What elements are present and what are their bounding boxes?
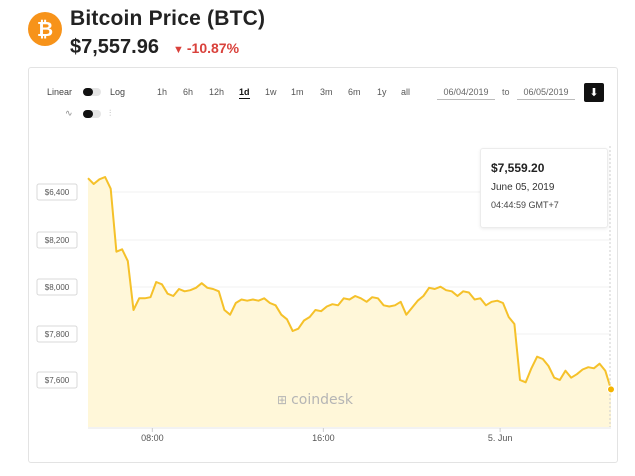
chart-card: Linear Log 1h 6h 12h 1d 1w 1m 3m 6m 1y all to ⬇ ∿… <box>28 67 618 463</box>
price-chart[interactable]: $6,400 $8,200 $8,000 $7,800 $7,600 08:00 16:00… <box>29 130 617 460</box>
y-tick-box <box>36 231 78 249</box>
x-tick-label: 5. Jun <box>488 433 513 443</box>
hover-point <box>607 385 615 394</box>
chart-toolbar: Linear Log 1h 6h 12h 1d 1w 1m 3m 6m 1y all to ⬇ ∿… <box>29 68 617 126</box>
y-tick-label: $8,000 <box>45 283 70 292</box>
tooltip-price: $7,559.20 <box>491 161 545 175</box>
line-chart-icon[interactable]: ∿ <box>65 108 73 118</box>
coin-ticker: (BTC) <box>207 7 266 30</box>
y-tick-label: $6,400 <box>45 188 70 197</box>
range-button-1h[interactable]: 1h <box>157 87 168 97</box>
y-tick-label: $8,200 <box>45 236 70 245</box>
y-tick-box <box>36 278 78 296</box>
x-tick-label: 08:00 <box>141 433 164 443</box>
range-button-1y[interactable]: 1y <box>377 87 387 97</box>
download-button[interactable]: ⬇ <box>584 83 604 102</box>
coindesk-logo-icon: ⊞ <box>277 393 288 407</box>
current-price: $7,557.96 <box>70 36 159 58</box>
range-button-6m[interactable]: 6m <box>348 87 361 97</box>
tooltip-date: June 05, 2019 <box>491 182 555 193</box>
log-scale-label: Log <box>110 87 126 97</box>
range-button-3m[interactable]: 3m <box>320 87 333 97</box>
scale-toggle[interactable] <box>83 88 101 96</box>
price-change-value: -10.87% <box>186 40 240 56</box>
coindesk-watermark: ⊞ coindesk <box>277 392 353 408</box>
to-label: to <box>502 87 510 97</box>
range-button-6h[interactable]: 6h <box>183 87 194 97</box>
download-icon: ⬇ <box>589 87 599 99</box>
candlestick-icon[interactable]: ⫶ <box>109 108 112 118</box>
chart-style-toggle[interactable] <box>83 110 101 118</box>
page-header: ₿ Bitcoin Price (BTC) $7,557.96 ▼ -10.87% <box>0 0 635 66</box>
down-arrow-icon: ▼ <box>173 44 184 56</box>
coin-name: Bitcoin Price <box>70 7 201 30</box>
y-tick-box <box>36 371 78 389</box>
tooltip-time: 04:44:59 GMT+7 <box>491 200 559 210</box>
linear-scale-label: Linear <box>47 87 73 97</box>
y-tick-box <box>36 183 78 201</box>
bitcoin-logo-icon: ₿ <box>28 12 62 46</box>
scale-toggle-knob <box>83 88 93 96</box>
date-to-input[interactable] <box>517 84 575 100</box>
date-from-input[interactable] <box>437 84 495 100</box>
chart-style-toggle-knob <box>83 110 93 118</box>
range-button-all[interactable]: all <box>401 87 411 97</box>
price-tooltip: $7,559.20 June 05, 2019 04:44:59 GMT+7 <box>480 148 608 228</box>
watermark-text: coindesk <box>291 392 353 408</box>
range-button-1w[interactable]: 1w <box>265 87 277 97</box>
y-tick-label: $7,600 <box>45 376 70 385</box>
range-button-1m[interactable]: 1m <box>291 87 304 97</box>
y-tick-label: $7,800 <box>45 330 70 339</box>
price-line <box>87 176 612 390</box>
range-button-1d[interactable]: 1d <box>239 87 250 99</box>
price-area <box>88 177 611 427</box>
page-title: Bitcoin Price (BTC) <box>70 7 265 31</box>
range-button-12h[interactable]: 12h <box>209 87 225 97</box>
y-tick-box <box>36 325 78 343</box>
x-tick-label: 16:00 <box>312 433 335 443</box>
price-change: ▼ -10.87% <box>173 40 239 56</box>
